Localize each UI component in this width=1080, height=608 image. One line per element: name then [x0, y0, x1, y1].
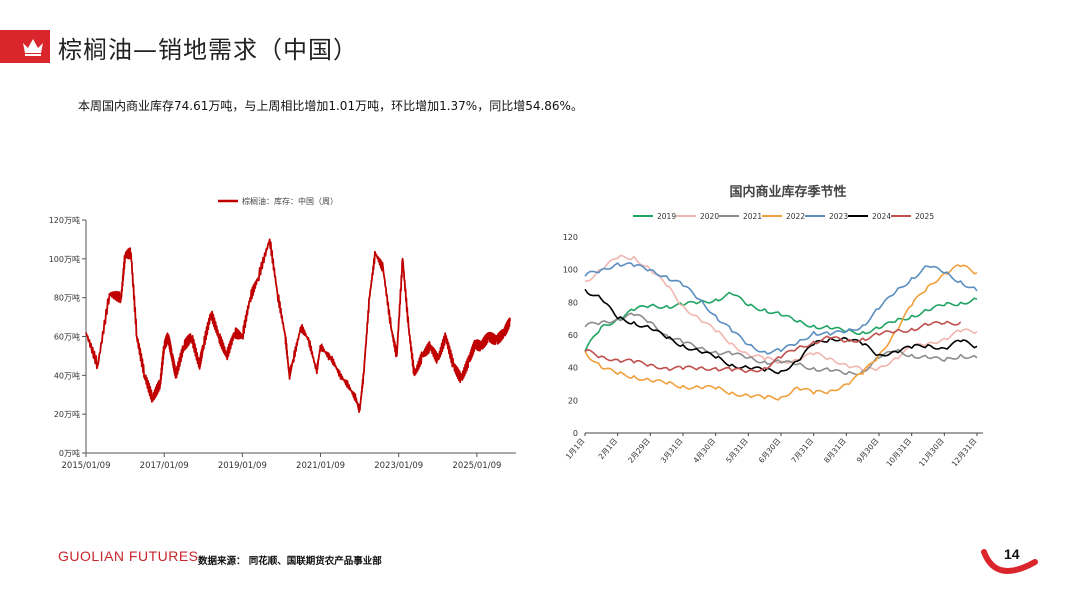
- series-line-2019: [584, 291, 978, 352]
- x-tick-label: 10月31日: [884, 437, 913, 469]
- x-tick-label: 3月31日: [659, 437, 685, 465]
- x-tick-label: 9月30日: [855, 437, 881, 465]
- y-tick-label: 120: [563, 233, 578, 242]
- x-tick-label: 2023/01/09: [374, 461, 423, 471]
- x-tick-label: 2月1日: [597, 437, 620, 462]
- y-tick-label: 40万吨: [54, 370, 80, 380]
- legend-label-2019: 2019: [657, 212, 676, 221]
- y-tick-label: 60: [568, 331, 578, 340]
- series-line-2022: [584, 264, 978, 401]
- y-tick-label: 0万吨: [59, 448, 80, 458]
- y-tick-label: 40: [568, 364, 578, 373]
- page-title: 棕榈油—销地需求（中国）: [58, 36, 358, 64]
- series-line-2024: [584, 288, 978, 375]
- y-tick-label: 100万吨: [49, 254, 80, 264]
- series-line-棕榈油：库存：中国（周）: [85, 238, 511, 414]
- crown-icon: [23, 39, 43, 56]
- y-tick-label: 100: [563, 266, 578, 275]
- x-tick-label: 2019/01/09: [218, 461, 267, 471]
- legend-label-2024: 2024: [872, 212, 891, 221]
- legend-label-2021: 2021: [743, 212, 762, 221]
- series-line-2025: [584, 320, 962, 374]
- y-tick-label: 80万吨: [54, 293, 80, 303]
- y-tick-label: 80: [568, 298, 578, 307]
- x-tick-label: 2021/01/09: [296, 461, 345, 471]
- seasonal-inventory-chart: 国内商业库存季节性 2019 2020 2021 2022 2023 2024 2025 0 20…: [563, 184, 983, 469]
- legend-label-2023: 2023: [829, 212, 848, 221]
- series-line-2021: [584, 312, 978, 376]
- legend-label-2025: 2025: [915, 212, 934, 221]
- summary-text: 本周国内商业库存74.61万吨，与上周相比增加1.01万吨，环比增加1.37%，…: [78, 99, 583, 113]
- y-tick-label: 20: [568, 396, 578, 405]
- x-tick-label: 2月29日: [626, 437, 652, 465]
- legend-label-2022: 2022: [786, 212, 805, 221]
- series-line-2023: [584, 262, 978, 355]
- x-tick-label: 1月1日: [564, 437, 587, 462]
- y-tick-label: 60万吨: [54, 332, 80, 342]
- x-tick-label: 6月30日: [757, 437, 783, 465]
- data-source: 数据来源： 同花顺、国联期货农产品事业部: [198, 556, 382, 567]
- inventory-line-chart: 0万吨 20万吨 40万吨 60万吨 80万吨 100万吨 120万吨 2015/01/09 2…: [49, 196, 516, 471]
- chart-title: 国内商业库存季节性: [729, 184, 846, 200]
- x-tick-label: 12月31日: [950, 437, 979, 469]
- brand-logo: GUOLIAN FUTURES: [58, 548, 199, 564]
- x-tick-label: 8月31日: [822, 437, 848, 465]
- y-tick-label: 20万吨: [54, 409, 80, 419]
- page-number-arc: [981, 549, 1038, 574]
- x-tick-label: 7月31日: [789, 437, 815, 465]
- y-tick-label: 120万吨: [49, 215, 80, 225]
- series-line-2020: [585, 254, 978, 372]
- x-tick-label: 5月31日: [724, 437, 750, 465]
- x-tick-label: 2015/01/09: [62, 461, 111, 471]
- x-tick-label: 11月30日: [917, 437, 946, 469]
- legend-label: 棕榈油：库存：中国（周）: [242, 196, 338, 206]
- y-tick-label: 0: [573, 429, 578, 438]
- x-tick-label: 4月30日: [691, 437, 717, 465]
- legend-label-2020: 2020: [700, 212, 719, 221]
- x-tick-label: 2017/01/09: [140, 461, 189, 471]
- page-number: 14: [1004, 546, 1020, 562]
- x-tick-label: 2025/01/09: [452, 461, 501, 471]
